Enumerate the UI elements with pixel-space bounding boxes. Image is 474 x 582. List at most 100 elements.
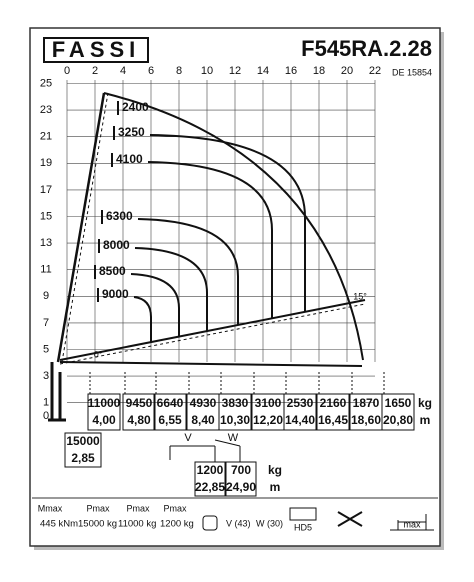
footer-symbol: Pmax <box>126 503 150 513</box>
max: max <box>403 519 421 529</box>
extension: W (30) <box>256 518 283 528</box>
boom-load: 8500 <box>99 264 126 278</box>
icon <box>202 515 218 531</box>
y-label: 15 <box>40 210 52 222</box>
load-curve <box>134 247 208 332</box>
distance: 4,00 <box>92 413 116 427</box>
icon <box>337 511 363 527</box>
footer-symbol: Pmax <box>163 503 187 513</box>
y-label: 11 <box>40 264 51 276</box>
distance: 10,30 <box>220 413 250 427</box>
code: DE 15854 <box>392 67 432 77</box>
base-load: 15000 <box>66 434 100 448</box>
x-label: 2 <box>92 65 98 77</box>
x-label: 0 <box>64 65 70 77</box>
y-label: 13 <box>40 237 52 249</box>
y-label: 17 <box>40 184 52 196</box>
load: 3100 <box>255 396 282 410</box>
logo: FASSI <box>52 37 141 62</box>
footer-value: 1200 kg <box>160 519 194 530</box>
x-label: 16 <box>285 65 297 77</box>
jib-15 <box>59 299 366 361</box>
logo-box <box>43 37 149 63</box>
cell <box>194 461 226 497</box>
boom-load: 3250 <box>118 125 145 139</box>
jib-15-dash <box>59 303 366 365</box>
distance: 8,40 <box>191 413 215 427</box>
x-label: 20 <box>341 65 353 77</box>
extension: V (43) <box>226 518 251 528</box>
jib-distance: 22,85 <box>195 480 225 494</box>
load-curve <box>137 218 239 325</box>
load: 1870 <box>353 396 380 410</box>
unit: m <box>270 480 281 494</box>
load: 1650 <box>385 396 412 410</box>
y-label: 0 <box>43 410 49 422</box>
load-curve <box>147 161 273 319</box>
x-label: 8 <box>176 65 182 77</box>
unit: m <box>420 413 431 427</box>
cell <box>64 432 102 468</box>
footer-value: 445 kNm <box>40 519 78 530</box>
distance: 20,80 <box>383 413 413 427</box>
distance: 14,40 <box>285 413 315 427</box>
cell <box>316 393 350 431</box>
distance: 6,55 <box>158 413 182 427</box>
x-label: 14 <box>257 65 269 77</box>
jib-0 <box>59 361 363 367</box>
y-label: 1 <box>43 397 49 409</box>
unit: kg <box>418 396 432 410</box>
footer-value: 11000 kg <box>118 519 156 530</box>
cell <box>225 461 257 497</box>
model: F545RA.2.28 <box>301 36 432 61</box>
angle: 0° <box>94 349 103 359</box>
load: 6640 <box>157 396 184 410</box>
y-label: 25 <box>40 77 52 89</box>
distance: 18,60 <box>351 413 381 427</box>
column <box>48 362 66 422</box>
load: 11000 <box>88 396 121 410</box>
footer-symbol: Mmax <box>38 503 63 513</box>
distance: 12,20 <box>253 413 283 427</box>
load: 2160 <box>320 396 347 410</box>
jib-label: W <box>228 432 239 444</box>
footer-value: 15000 kg <box>78 519 117 530</box>
cell <box>122 393 156 431</box>
envelope <box>103 92 364 361</box>
unit: kg <box>268 463 282 477</box>
jib-arrows <box>169 439 241 462</box>
hd: HD5 <box>294 522 312 532</box>
load-curve <box>130 273 180 337</box>
y-label: 9 <box>43 290 49 302</box>
load: 3830 <box>222 396 249 410</box>
boom-load: 2400 <box>122 100 149 114</box>
boom-load: 9000 <box>102 287 129 301</box>
cell <box>153 393 187 431</box>
cell <box>218 393 252 431</box>
x-label: 6 <box>148 65 154 77</box>
boom-load: 6300 <box>106 209 133 223</box>
boom-load: 4100 <box>116 152 143 166</box>
cell <box>381 393 415 431</box>
distance: 4,80 <box>127 413 151 427</box>
base-distance: 2,85 <box>71 451 95 465</box>
cell <box>283 393 317 431</box>
x-label: 4 <box>120 65 126 77</box>
y-label: 3 <box>43 370 49 382</box>
y-label: 23 <box>40 104 52 116</box>
cell <box>87 393 121 431</box>
boom <box>56 92 106 363</box>
x-label: 18 <box>313 65 325 77</box>
load: 4930 <box>190 396 217 410</box>
y-label: 5 <box>43 343 49 355</box>
jib-distance: 24,90 <box>226 480 256 494</box>
jib-load: 1200 <box>197 463 224 477</box>
jib-label: V <box>184 432 192 444</box>
distance: 16,45 <box>318 413 348 427</box>
x-label: 12 <box>229 65 241 77</box>
load-curve <box>133 296 152 343</box>
x-label: 22 <box>369 65 381 77</box>
jib-load: 700 <box>231 463 251 477</box>
angle: 15° <box>353 291 367 301</box>
